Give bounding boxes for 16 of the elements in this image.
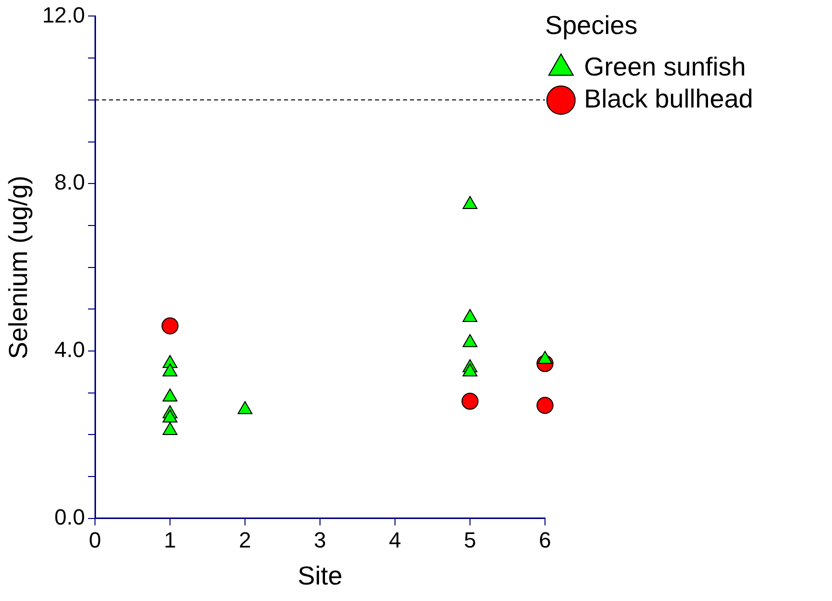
- x-tick-label: 0: [88, 528, 102, 553]
- x-tick-label: 4: [388, 528, 402, 553]
- y-tick-label: 12.0: [42, 2, 86, 28]
- x-tick-label: 1: [164, 528, 176, 553]
- x-tick-label: 6: [538, 528, 552, 553]
- x-tick-label: 2: [238, 528, 252, 553]
- x-tick-label: 3: [314, 528, 326, 553]
- x-tick-label: 5: [464, 528, 476, 553]
- x-axis-title: Site: [298, 560, 342, 591]
- legend-label: Black bullhead: [584, 83, 754, 114]
- legend-title: Species: [545, 10, 638, 40]
- y-tick-label: 8.0: [54, 170, 86, 195]
- y-axis-title: Selenium (ug/g): [2, 176, 33, 360]
- legend-label: Green sunfish: [584, 51, 746, 82]
- y-tick-label: 0.0: [54, 504, 86, 530]
- y-tick-label: 4.0: [54, 337, 86, 362]
